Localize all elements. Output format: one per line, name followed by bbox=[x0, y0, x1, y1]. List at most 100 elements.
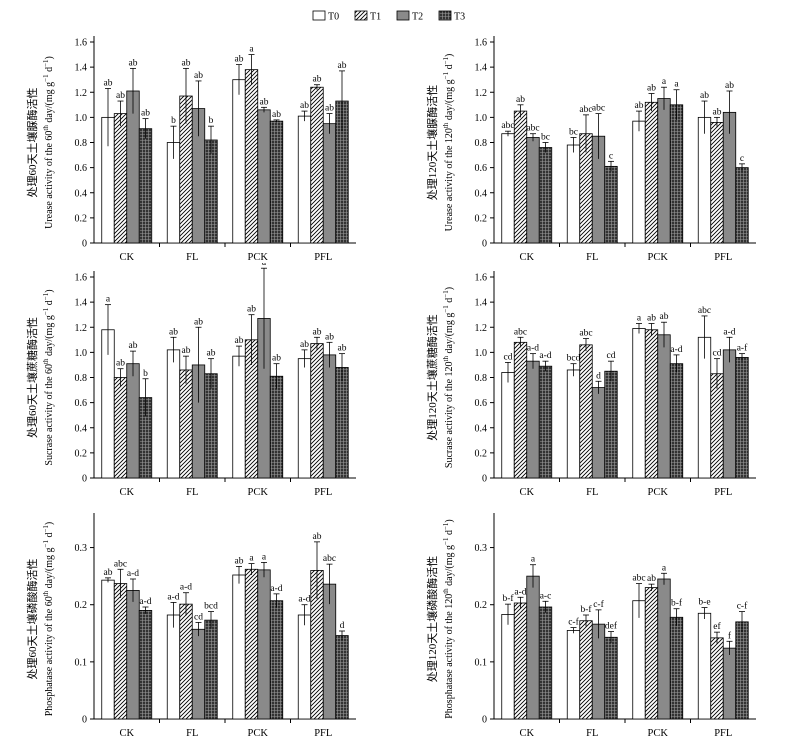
significance-label: b bbox=[209, 116, 214, 126]
error-bar-pfl-t2 bbox=[726, 336, 733, 363]
ylabel-cn: 处理120天土壤脲酶活性 bbox=[425, 85, 439, 201]
error-bar-pck-t2 bbox=[261, 106, 267, 113]
error-bar-pck-t0 bbox=[636, 323, 642, 334]
significance-label: ab bbox=[235, 556, 244, 566]
error-bar-pck-t1 bbox=[648, 323, 655, 337]
significance-label: a bbox=[662, 563, 667, 573]
y-tick-label: 1.4 bbox=[75, 298, 88, 309]
bar-ck-t2 bbox=[526, 575, 540, 720]
error-bar-ck-t3 bbox=[142, 378, 149, 417]
bar-pfl-t0 bbox=[297, 115, 312, 244]
error-bar-ck-t1 bbox=[117, 568, 124, 598]
y-tick-label: 0.8 bbox=[475, 373, 488, 384]
legend-swatch-t2 bbox=[396, 10, 410, 21]
significance-label: a-d bbox=[270, 584, 282, 594]
bar-ck-t1 bbox=[513, 341, 528, 479]
error-bar-fl-t2 bbox=[595, 113, 602, 159]
bar-pck-t2 bbox=[657, 334, 671, 479]
significance-label: bc bbox=[541, 133, 550, 143]
significance-label: a bbox=[249, 45, 254, 55]
bar-pfl-t1 bbox=[310, 86, 324, 244]
bar-pfl-t0 bbox=[697, 612, 712, 720]
y-tick-label: 0.2 bbox=[475, 213, 488, 224]
significance-label: a bbox=[662, 77, 667, 87]
ylabel-en: Sucrase activity of the 60th day/(mg g−1… bbox=[42, 289, 55, 465]
bar-pck-t3 bbox=[269, 600, 284, 720]
chart-phosphatase-120: 处理120天土壤磷酸酶活性 Phosphatase activity of the… bbox=[400, 505, 800, 747]
error-bar-pfl-t1 bbox=[314, 84, 320, 90]
x-tick-label-pck: PCK bbox=[648, 728, 669, 739]
y-tick-label: 0.3 bbox=[75, 543, 88, 554]
error-bar-fl-t1 bbox=[583, 114, 589, 153]
significance-label: ab bbox=[104, 78, 113, 88]
significance-label: ab bbox=[169, 327, 178, 337]
bar-pck-t1 bbox=[644, 329, 659, 479]
error-bar-pck-t2 bbox=[661, 321, 667, 348]
bar-ck-t1 bbox=[113, 113, 128, 244]
bar-fl-t3 bbox=[204, 139, 218, 244]
y-tick-label: 0.4 bbox=[75, 423, 88, 434]
significance-label: c-f bbox=[568, 617, 579, 628]
bar-pfl-t0 bbox=[297, 614, 312, 720]
bar-pck-t0 bbox=[632, 600, 646, 720]
error-bar-pfl-t1 bbox=[714, 116, 720, 128]
y-tick-label: 0.6 bbox=[475, 398, 488, 409]
bar-pfl-t3 bbox=[735, 167, 749, 244]
bar-ck-t0 bbox=[501, 372, 515, 479]
error-bar-ck-t0 bbox=[505, 130, 511, 137]
error-bar-fl-t1 bbox=[183, 67, 189, 124]
bar-pfl-t2 bbox=[322, 354, 337, 479]
significance-label: a-d bbox=[180, 583, 192, 593]
significance-label: abc bbox=[579, 329, 592, 339]
error-bar-ck-t0 bbox=[105, 304, 111, 355]
bar-ck-t2 bbox=[126, 90, 140, 244]
x-tick-label-pfl: PFL bbox=[714, 487, 732, 498]
bar-ck-t2 bbox=[526, 360, 540, 479]
legend-swatch-t3 bbox=[438, 10, 452, 21]
significance-label: f bbox=[728, 630, 732, 641]
bar-ck-t2 bbox=[526, 137, 540, 244]
error-bar-fl-t0 bbox=[170, 336, 177, 363]
error-bar-pfl-t3 bbox=[739, 611, 745, 633]
x-tick-label-fl: FL bbox=[586, 487, 598, 498]
bar-fl-t0 bbox=[166, 349, 181, 479]
y-tick-label: 0 bbox=[82, 715, 87, 726]
y-tick-label: 1.0 bbox=[475, 113, 488, 124]
significance-label: ab bbox=[725, 81, 734, 91]
error-bar-ck-t2 bbox=[530, 133, 536, 142]
significance-label: a-d bbox=[527, 344, 539, 354]
error-bar-ck-t0 bbox=[105, 577, 111, 583]
legend-label-t0: T0 bbox=[328, 12, 339, 23]
significance-label: d bbox=[340, 621, 345, 631]
legend-item-t3: T3 bbox=[438, 10, 465, 23]
x-tick-label-pfl: PFL bbox=[714, 728, 732, 739]
error-bar-pck-t1 bbox=[248, 314, 255, 365]
error-bar-pfl-t2 bbox=[326, 563, 333, 605]
bar-pck-t3 bbox=[669, 616, 684, 720]
significance-label: a bbox=[106, 295, 111, 305]
significance-label: a bbox=[637, 313, 642, 323]
error-bar-pck-t2 bbox=[261, 562, 267, 578]
significance-label: c-f bbox=[593, 599, 604, 610]
error-bar-ck-t2 bbox=[130, 578, 136, 602]
y-tick-label: 1.6 bbox=[75, 38, 88, 49]
y-tick-label: 0 bbox=[82, 474, 87, 485]
error-bar-pfl-t2 bbox=[726, 90, 733, 134]
significance-label: ab bbox=[129, 58, 138, 68]
legend-label-t3: T3 bbox=[454, 12, 465, 23]
error-bar-pfl-t1 bbox=[714, 631, 720, 644]
x-tick-label-ck: CK bbox=[519, 487, 534, 498]
chart-urease-120: 处理120天土壤脲酶活性 Urease activity of the 120th… bbox=[400, 28, 800, 271]
significance-label: abc bbox=[114, 559, 127, 569]
bar-pfl-t3 bbox=[335, 367, 349, 479]
significance-label: cd bbox=[713, 349, 722, 359]
x-tick-label-pfl: PFL bbox=[314, 252, 332, 263]
significance-label: ab bbox=[116, 91, 125, 101]
ylabel-cn: 处理60天土壤蔗糖酶活性 bbox=[25, 317, 39, 438]
error-bar-pck-t3 bbox=[673, 608, 680, 626]
bar-fl-t1 bbox=[579, 344, 593, 479]
error-bar-pfl-t3 bbox=[739, 353, 745, 362]
bar-fl-t1 bbox=[179, 603, 193, 720]
y-tick-label: 0.2 bbox=[475, 600, 488, 611]
significance-label: cd bbox=[504, 352, 513, 362]
